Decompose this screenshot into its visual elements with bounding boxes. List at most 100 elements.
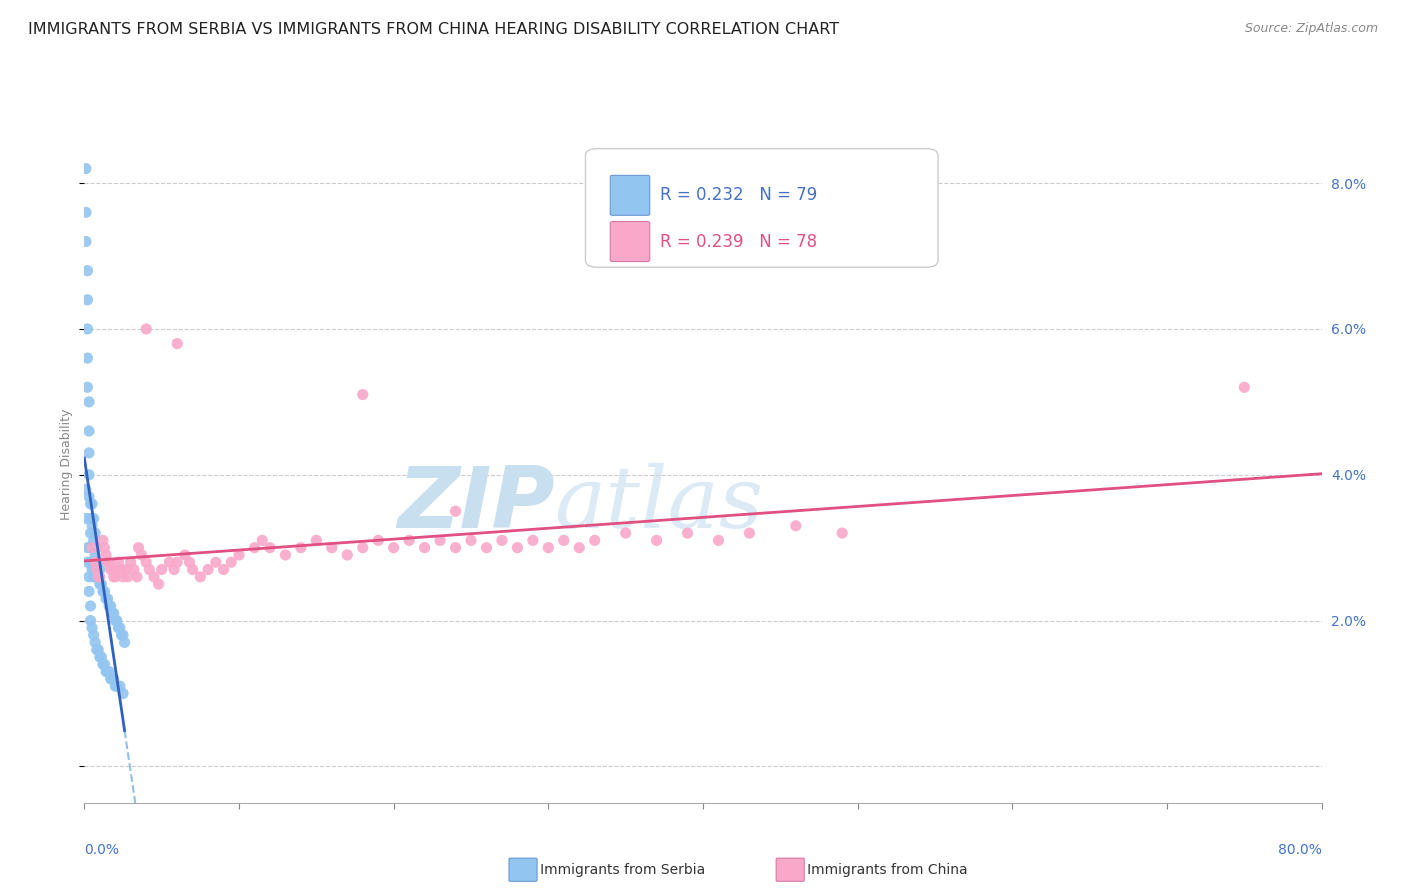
Text: Immigrants from China: Immigrants from China	[794, 863, 967, 877]
Point	[83, 533, 105, 548]
Point	[82, 621, 104, 635]
Point	[181, 562, 204, 576]
Text: R = 0.232   N = 79: R = 0.232 N = 79	[659, 186, 817, 204]
Point	[86, 562, 108, 576]
Point	[79, 511, 101, 525]
Point	[568, 541, 591, 555]
Text: IMMIGRANTS FROM SERBIA VS IMMIGRANTS FROM CHINA HEARING DISABILITY CORRELATION C: IMMIGRANTS FROM SERBIA VS IMMIGRANTS FRO…	[28, 22, 839, 37]
Point	[75, 161, 97, 176]
FancyBboxPatch shape	[585, 149, 938, 268]
Point	[614, 526, 637, 541]
Point	[444, 541, 467, 555]
Point	[79, 599, 101, 613]
Point	[243, 541, 266, 555]
Point	[83, 628, 105, 642]
Point	[97, 591, 120, 606]
Point	[305, 533, 328, 548]
Point	[103, 570, 125, 584]
Point	[506, 541, 529, 555]
Point	[83, 511, 105, 525]
Point	[107, 621, 129, 635]
Point	[197, 562, 219, 576]
Point	[108, 679, 131, 693]
Point	[86, 642, 108, 657]
Point	[75, 483, 97, 497]
Point	[98, 555, 121, 569]
Point	[77, 584, 100, 599]
Point	[491, 533, 513, 548]
Point	[785, 518, 807, 533]
Point	[179, 555, 201, 569]
Point	[76, 293, 98, 307]
Point	[82, 518, 104, 533]
Text: R = 0.239   N = 78: R = 0.239 N = 78	[659, 233, 817, 251]
Point	[86, 555, 108, 569]
Point	[98, 665, 121, 679]
Point	[84, 562, 107, 576]
Point	[79, 497, 101, 511]
Point	[105, 679, 128, 693]
Point	[645, 533, 668, 548]
Point	[221, 555, 243, 569]
FancyBboxPatch shape	[610, 176, 650, 215]
Point	[352, 541, 374, 555]
Point	[84, 555, 107, 569]
Point	[101, 562, 124, 576]
Point	[100, 562, 122, 576]
Point	[188, 570, 212, 584]
Point	[87, 642, 110, 657]
Point	[143, 570, 166, 584]
Point	[150, 562, 173, 576]
Point	[94, 548, 117, 562]
Point	[537, 541, 560, 555]
Point	[93, 541, 115, 555]
Point	[79, 541, 101, 555]
Point	[76, 541, 98, 555]
Point	[112, 686, 135, 700]
Point	[112, 628, 135, 642]
Point	[159, 555, 181, 569]
Point	[86, 541, 108, 555]
Point	[676, 526, 699, 541]
Point	[166, 555, 188, 569]
Point	[76, 351, 98, 366]
Point	[97, 665, 120, 679]
Point	[75, 235, 97, 249]
Point	[84, 548, 107, 562]
Point	[553, 533, 575, 548]
Point	[131, 548, 153, 562]
Point	[117, 570, 139, 584]
Point	[174, 548, 197, 562]
Point	[91, 657, 114, 672]
Point	[82, 541, 104, 555]
Point	[104, 679, 127, 693]
Point	[101, 607, 124, 621]
Point	[77, 446, 100, 460]
Point	[93, 657, 115, 672]
Point	[93, 584, 115, 599]
Point	[98, 599, 121, 613]
Point	[114, 635, 136, 649]
Point	[77, 570, 100, 584]
Point	[444, 504, 467, 518]
Point	[87, 570, 110, 584]
Point	[89, 650, 111, 665]
Point	[77, 467, 100, 482]
Point	[79, 526, 101, 541]
Point	[82, 562, 104, 576]
Point	[75, 511, 97, 525]
Point	[77, 490, 100, 504]
Point	[115, 562, 138, 576]
Point	[84, 526, 107, 541]
Point	[79, 614, 101, 628]
Point	[105, 614, 128, 628]
Text: 80.0%: 80.0%	[1278, 844, 1322, 857]
Point	[94, 591, 117, 606]
Point	[205, 555, 228, 569]
Text: Source: ZipAtlas.com: Source: ZipAtlas.com	[1244, 22, 1378, 36]
Point	[77, 395, 100, 409]
Y-axis label: Hearing Disability: Hearing Disability	[59, 409, 73, 519]
Point	[120, 555, 142, 569]
Point	[110, 628, 132, 642]
Point	[274, 548, 297, 562]
